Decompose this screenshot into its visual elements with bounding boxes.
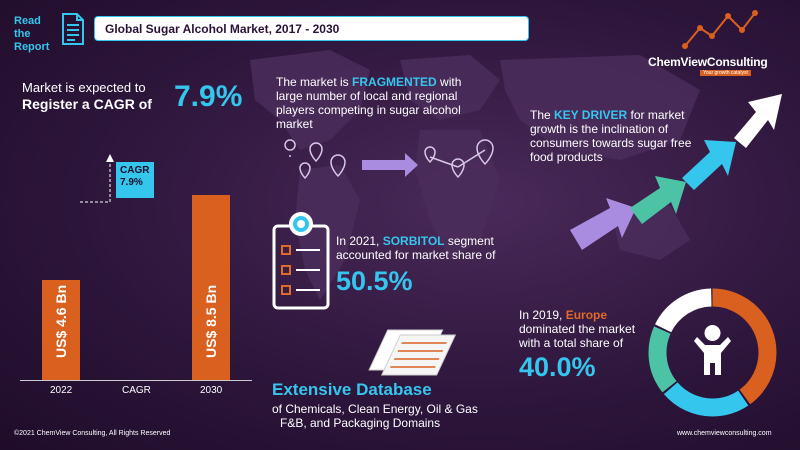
europe-highlight: Europe [565,308,608,322]
bar-2030 [192,195,230,380]
cagr-arrow [80,154,114,203]
driver-highlight: KEY DRIVER [554,108,628,122]
cagr-badge: CAGR 7.9% [116,162,154,198]
bar-label-2030: US$ 8.5 Bn [203,284,219,358]
database-line1: of Chemicals, Clean Energy, Oil & Gas [272,402,478,416]
logo-tagline: Your growth catalyst [700,70,751,76]
page-title: Global Sugar Alcohol Market, 2017 - 2030 [105,22,340,36]
europe-rest: dominated the market with a total share … [519,322,636,350]
read-report-link[interactable]: Read the Report [14,15,54,54]
fragmented-rest: with large number of local and regional … [276,75,462,131]
fragmented-text: The market is FRAGMENTED with large numb… [276,75,466,131]
sorbitol-share-value: 50.5% [336,266,413,296]
checklist-icon [272,212,330,310]
europe-pre: In 2019, [519,308,566,322]
sorbitol-rest: segment accounted for market share of [336,234,496,262]
driver-pre: The [530,108,555,122]
report-document-icon[interactable] [60,12,86,46]
cagr-badge-label: CAGR [120,165,150,176]
x-tick-cagr: CAGR [122,385,151,396]
driver-rest: for market growth is the inclination of … [530,108,692,164]
cagr-headline-value: 7.9% [174,80,243,113]
database-line2: F&B, and Packaging Domains [280,416,441,430]
person-icon [694,325,731,375]
fragmented-pre: The market is [276,75,353,89]
bar-label-2022: US$ 4.6 Bn [53,284,69,358]
location-pins-icon [284,139,494,180]
growth-arrows-icon [570,94,782,250]
footer-copyright: ©2021 ChemView Consulting, All Rights Re… [14,430,171,437]
cagr-badge-value: 7.9% [120,177,143,188]
database-sheets-icon [368,329,457,376]
europe-share-donut [648,288,777,417]
x-tick-2030: 2030 [200,385,223,396]
read-the-text: Read the [14,15,41,40]
fragmented-highlight: FRAGMENTED [352,75,437,89]
report-text: Report [14,41,50,53]
x-tick-2022: 2022 [50,385,73,396]
x-axis [20,380,252,381]
europe-share-value: 40.0% [519,352,596,382]
sorbitol-text: In 2021, SORBITOL segment accounted for … [336,234,516,262]
sorbitol-highlight: SORBITOL [382,234,445,248]
cagr-intro-line2: Register a CAGR of [22,96,152,112]
europe-text: In 2019, Europe dominated the market wit… [519,308,659,350]
footer-website-link[interactable]: www.chemviewconsulting.com [677,430,772,437]
key-driver-text: The KEY DRIVER for market growth is the … [530,108,705,164]
cagr-intro-line1: Market is expected to [22,80,146,95]
sorbitol-pre: In 2021, [336,234,383,248]
bar-2022 [42,280,80,380]
logo-graph-icon [682,10,758,49]
database-title: Extensive Database [272,380,432,399]
company-logo: ChemViewConsulting [648,55,768,69]
title-bar: Global Sugar Alcohol Market, 2017 - 2030 [94,16,529,41]
